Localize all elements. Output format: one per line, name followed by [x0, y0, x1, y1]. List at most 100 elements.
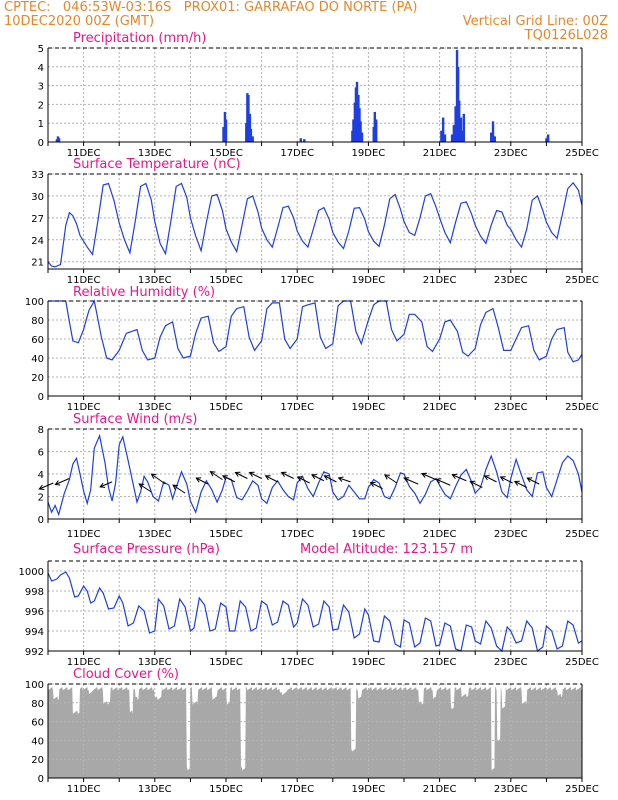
wind-arrow	[384, 474, 398, 484]
precip-bar	[299, 138, 302, 142]
wind-arrow	[39, 482, 54, 490]
precip-bar	[493, 136, 496, 142]
temp-ytick-label: 21	[31, 258, 44, 269]
precip-bar	[457, 100, 461, 142]
cloud-cover-area	[48, 687, 582, 778]
wind-xtick-label: 15DEC	[209, 529, 243, 540]
wind-xtick-label: 17DEC	[280, 529, 314, 540]
wind-arrow-head	[337, 476, 344, 482]
rh-xtick-label: 23DEC	[494, 402, 528, 413]
wind-arrow	[370, 482, 383, 490]
precip-bar	[352, 119, 355, 142]
cloud-xtick-label: 21DEC	[423, 784, 457, 795]
precip-bar	[251, 136, 254, 142]
wind-arrow-head	[499, 476, 506, 482]
precip-xtick-label: 17DEC	[280, 148, 314, 159]
wind-arrow-head	[221, 475, 228, 481]
precip-bar	[248, 113, 252, 142]
temp-xtick-label: 23DEC	[494, 275, 528, 286]
cloud-ytick-label: 20	[31, 755, 44, 766]
wind-arrow-head	[310, 474, 317, 480]
wind-arrow-head	[280, 471, 287, 477]
wind-arrow	[470, 481, 483, 488]
precip-xtick-label: 25DEC	[565, 148, 599, 159]
wind-arrow-head	[403, 477, 410, 483]
wind-ytick-label: 2	[38, 493, 44, 504]
temp-series-line	[47, 181, 583, 268]
wind-arrow	[421, 473, 437, 481]
wind-arrow-head	[513, 480, 520, 486]
pres-xtick-label: 21DEC	[423, 657, 457, 668]
wind-arrow-head	[526, 477, 533, 483]
temp-xtick-label: 15DEC	[209, 275, 243, 286]
temp-xtick-label: 21DEC	[423, 275, 457, 286]
precip-xtick-label: 13DEC	[138, 148, 172, 159]
wind-arrow	[265, 475, 278, 483]
wind-arrow-head	[384, 474, 390, 480]
temp-xtick-label: 13DEC	[138, 275, 172, 286]
wind-arrow-head	[369, 481, 376, 487]
rh-ytick-label: 100	[25, 297, 44, 308]
temp-xtick-label: 19DEC	[352, 275, 386, 286]
wind-xtick-label: 13DEC	[138, 529, 172, 540]
precip-bar	[247, 95, 250, 142]
precip-bar	[546, 134, 550, 142]
wind-xtick-label: 21DEC	[423, 529, 457, 540]
wind-arrow-head	[138, 483, 145, 489]
precip-ytick-label: 4	[38, 63, 44, 74]
wind-ytick-label: 8	[38, 425, 44, 436]
wind-arrow-head	[435, 478, 442, 484]
cloud-ytick-label: 40	[31, 736, 44, 747]
wind-arrow	[338, 477, 351, 483]
rh-plot-area	[48, 301, 582, 396]
wind-arrow-head	[99, 482, 106, 488]
wind-arrow	[210, 471, 223, 481]
wind-arrow-head	[296, 476, 303, 482]
temp-ytick-label: 27	[31, 214, 44, 225]
wind-arrow	[249, 472, 262, 479]
cloud-ytick-label: 0	[38, 774, 44, 785]
pres-xtick-label: 11DEC	[67, 657, 101, 668]
pres-xtick-label: 15DEC	[209, 657, 243, 668]
precip-bar	[440, 130, 443, 142]
rh-xtick-label: 25DEC	[565, 402, 599, 413]
rh-series-line	[48, 299, 583, 363]
wind-arrow-head	[469, 480, 476, 486]
wind-arrow	[151, 473, 166, 485]
cloud-xtick-label: 17DEC	[280, 784, 314, 795]
pres-panel-annotation: Model Altitude: 123.157 m	[300, 542, 473, 557]
header-grid-note: Vertical Grid Line: 00Z	[462, 14, 608, 29]
wind-arrow-head	[248, 471, 255, 477]
rh-ytick-label: 80	[31, 316, 44, 327]
wind-arrow-head	[172, 484, 179, 490]
wind-arrow	[404, 477, 419, 485]
precip-bar	[303, 139, 306, 142]
pres-panel-title: Surface Pressure (hPa)	[73, 542, 220, 557]
wind-arrow-head	[195, 477, 202, 483]
wind-arrow-head	[209, 471, 216, 477]
header-date: 10DEC2020 00Z (GMT)	[4, 14, 155, 29]
wind-arrow	[222, 475, 236, 483]
wind-arrow	[514, 481, 528, 488]
wind-arrow-head	[483, 475, 490, 481]
rh-ytick-label: 20	[31, 373, 44, 384]
precip-bar	[441, 117, 445, 142]
wind-arrow-head	[150, 473, 157, 479]
cloud-xtick-label: 25DEC	[565, 784, 599, 795]
wind-arrow-head	[54, 480, 61, 486]
precip-bar	[490, 132, 493, 142]
precip-bar	[454, 106, 457, 142]
pres-series-line	[47, 571, 583, 653]
precip-bar	[462, 113, 466, 142]
header-line1: CPTEC: 046:53W-03:16S PROX01: GARRAFAO D…	[4, 0, 418, 15]
cloud-xtick-label: 11DEC	[67, 784, 101, 795]
wind-ytick-label: 0	[38, 515, 44, 526]
precip-xtick-label: 19DEC	[352, 148, 386, 159]
rh-ytick-label: 40	[31, 354, 44, 365]
wind-arrow	[311, 474, 325, 482]
precip-bar	[360, 132, 364, 142]
precip-plot-area	[48, 48, 582, 142]
precip-bar	[224, 119, 228, 142]
wind-arrow	[138, 483, 152, 493]
wind-arrow	[436, 478, 451, 486]
